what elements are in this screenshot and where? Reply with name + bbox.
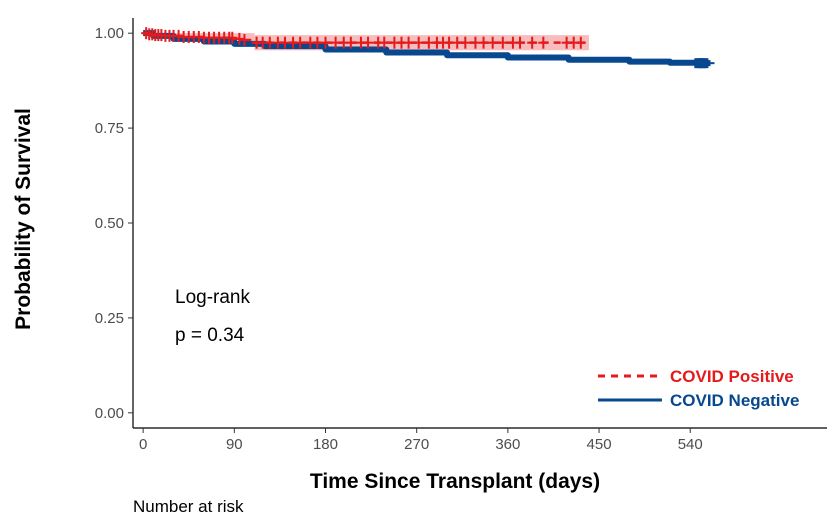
- x-tick-label: 270: [404, 436, 429, 453]
- risk-table-title: Number at risk: [133, 497, 244, 516]
- censor-mark-covid-positive: [295, 36, 306, 49]
- y-tick-label: 0.75: [95, 120, 124, 137]
- censor-mark-covid-positive: [497, 36, 508, 49]
- axes: 0 90 180 270 360 450 540 0.00 0.25 0.50 0.75 1.00: [95, 18, 827, 453]
- censor-mark-covid-positive: [363, 36, 374, 49]
- censor-mark-covid-positive: [487, 36, 498, 49]
- censor-mark-covid-positive: [515, 36, 526, 49]
- y-tick-label: 0.25: [95, 310, 124, 327]
- censor-mark-covid-positive: [538, 36, 549, 49]
- x-tick-label: 450: [587, 436, 612, 453]
- x-tick-label: 360: [495, 436, 520, 453]
- plot-area: [141, 27, 715, 69]
- censor-mark-covid-positive: [379, 36, 390, 49]
- annotation-test-name: Log-rank: [175, 287, 250, 308]
- censor-mark-covid-positive: [345, 36, 356, 49]
- legend-label-covid-negative: COVID Negative: [670, 391, 799, 410]
- censor-mark-covid-positive: [320, 36, 331, 49]
- censor-mark-covid-positive: [227, 31, 238, 44]
- censor-mark-covid-positive: [527, 36, 538, 49]
- censor-mark-covid-positive: [239, 34, 250, 47]
- x-axis-title: Time Since Transplant (days): [310, 470, 600, 493]
- x-tick-label: 540: [678, 436, 703, 453]
- x-tick-label: 90: [226, 436, 243, 453]
- censor-mark-covid-positive: [234, 32, 245, 45]
- y-tick-label: 1.00: [95, 25, 124, 42]
- censor-mark-covid-positive: [478, 36, 489, 49]
- y-tick-label: 0.50: [95, 215, 124, 232]
- censor-mark-covid-positive: [460, 36, 471, 49]
- annotation-p-value: p = 0.34: [175, 325, 245, 346]
- censor-mark-covid-negative: [700, 58, 709, 69]
- censor-mark-covid-positive: [413, 36, 424, 49]
- y-axis-title: Probability of Survival: [12, 108, 35, 330]
- legend-label-covid-positive: COVID Positive: [670, 367, 794, 386]
- censor-mark-covid-positive: [403, 36, 414, 49]
- x-tick-label: 180: [313, 436, 338, 453]
- censor-mark-covid-positive: [575, 36, 586, 49]
- x-tick-label: 0: [139, 436, 147, 453]
- y-tick-label: 0.00: [95, 405, 124, 422]
- legend: COVID Positive COVID Negative: [598, 367, 799, 410]
- censor-mark-covid-positive: [173, 29, 184, 42]
